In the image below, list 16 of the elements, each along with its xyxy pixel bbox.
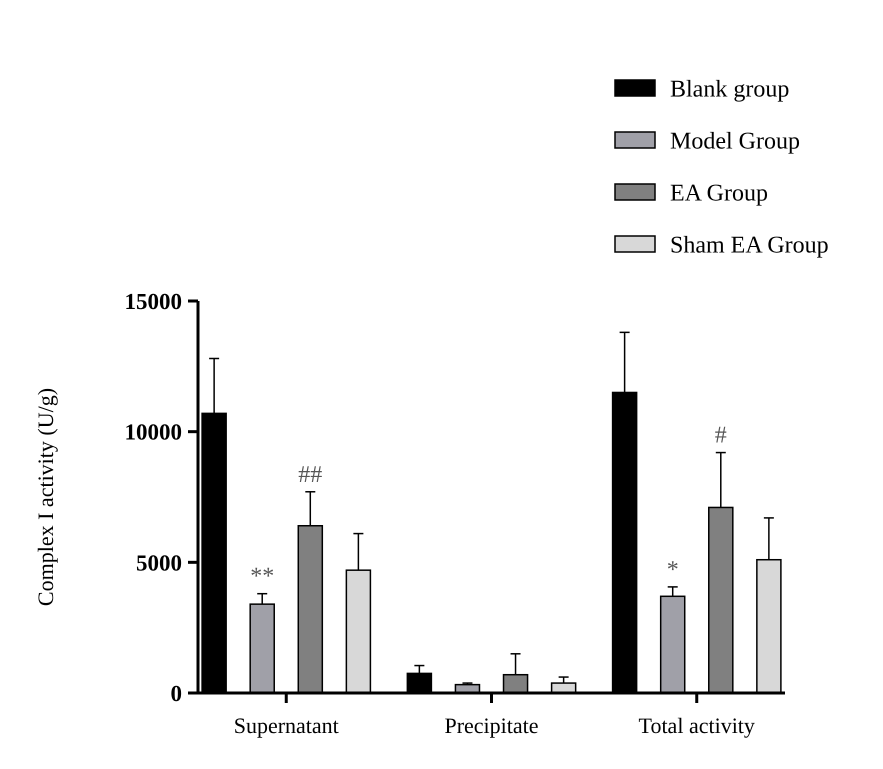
y-tick-label: 5000 xyxy=(136,550,182,576)
legend-label: EA Group xyxy=(670,180,768,206)
y-tick-label: 10000 xyxy=(124,420,182,445)
y-tick-label: 15000 xyxy=(124,289,182,314)
annotation: ** xyxy=(250,564,274,590)
legend-label: Blank group xyxy=(670,76,790,102)
x-tick-label: Precipitate xyxy=(444,713,539,738)
legend-label: Sham EA Group xyxy=(670,232,829,258)
annotation: # xyxy=(714,422,727,449)
annotation: * xyxy=(666,556,679,583)
x-tick-label: Total activity xyxy=(638,713,755,738)
annotation: ## xyxy=(298,462,322,488)
x-tick-label: Supernatant xyxy=(234,713,339,738)
y-tick-label: 0 xyxy=(170,681,182,706)
y-axis-title: Complex I activity (U/g) xyxy=(33,388,58,606)
legend-label: Model Group xyxy=(670,128,800,154)
